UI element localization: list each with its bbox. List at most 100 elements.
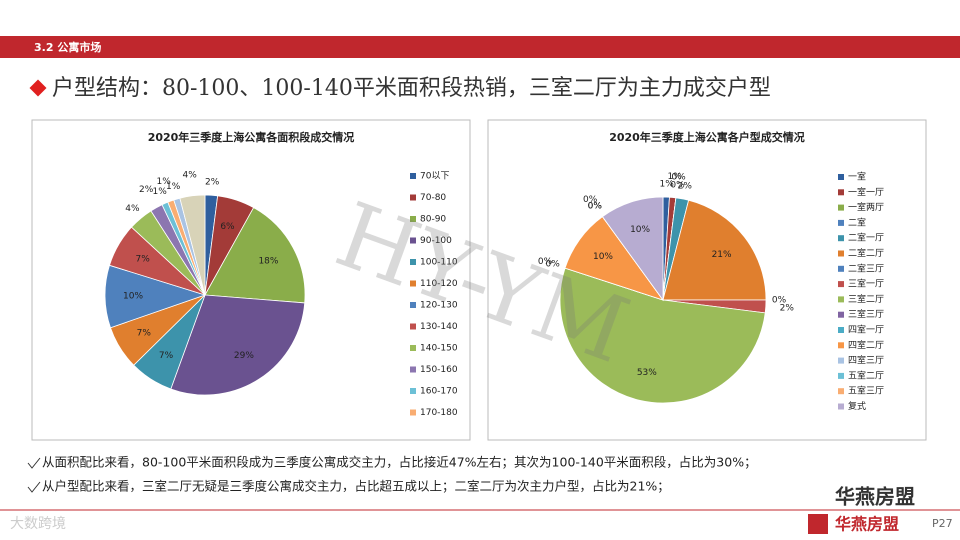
legend-label: 二室一厅 — [848, 232, 884, 244]
data-label: 0% — [588, 202, 603, 212]
legend-swatch — [410, 302, 416, 308]
legend-label: 五室三厅 — [848, 385, 884, 397]
legend-swatch — [838, 281, 844, 288]
pie-slice — [204, 207, 306, 304]
legend-swatch — [410, 259, 416, 265]
data-label: 7% — [136, 255, 151, 265]
legend-label: 150-160 — [420, 365, 458, 375]
bullet-text: 从户型配比来看，三室二厅无疑是三季度公寓成交主力，占比超五成以上；二室二厅为次主… — [42, 479, 670, 494]
legend-label: 120-130 — [420, 301, 458, 311]
data-label: 1% — [166, 182, 181, 192]
data-label: 1% — [156, 177, 171, 187]
brand-logo — [808, 514, 828, 534]
data-label: 10% — [123, 292, 143, 302]
data-label: 0% — [583, 195, 598, 205]
bullet-text: 从面积配比来看，80-100平米面积段成为三季度公寓成交主力，占比接近47%左右… — [42, 455, 757, 470]
legend-label: 二室 — [848, 216, 866, 228]
legend-swatch — [410, 345, 416, 351]
legend-label: 70-80 — [420, 193, 446, 203]
legend-label: 70以下 — [420, 172, 449, 182]
chart-title: 2020年三季度上海公寓各面积段成交情况 — [148, 130, 355, 144]
legend-swatch — [838, 250, 844, 257]
data-label: 4% — [183, 170, 198, 180]
legend-swatch — [410, 173, 416, 179]
legend-swatch — [838, 327, 844, 333]
check-icon — [27, 481, 41, 493]
legend-label: 140-150 — [420, 344, 458, 354]
headline: 户型结构：80-100、100-140平米面积段热销，三室二厅为主力成交户型 — [52, 76, 771, 101]
data-label: 0% — [588, 202, 603, 212]
legend-swatch — [410, 409, 416, 416]
legend-label: 100-110 — [420, 258, 458, 268]
brand-wechat: 华燕房盟 — [835, 485, 915, 509]
legend-label: 一室两厅 — [848, 201, 884, 213]
legend-label: 90-100 — [420, 236, 452, 246]
data-label: 10% — [593, 252, 613, 262]
pie-slice — [179, 194, 206, 296]
data-label: 0% — [538, 257, 553, 267]
charts: 2020年三季度上海公寓各面积段成交情况 2% 6% 18% 29% 7% 7% 10% 7% 4… — [104, 130, 884, 418]
legend-swatch — [838, 235, 844, 242]
legend-swatch — [410, 216, 416, 222]
check-icon — [27, 457, 41, 469]
chart-title: 2020年三季度上海公寓各户型成交情况 — [609, 130, 805, 144]
page-number: P27 — [932, 517, 953, 530]
data-label: 0% — [546, 260, 561, 270]
legend-label: 四室一厅 — [848, 324, 884, 336]
legend-label: 五室二厅 — [848, 369, 884, 381]
legend-label: 复式 — [848, 400, 866, 412]
legend-swatch — [410, 323, 416, 330]
legend-swatch — [838, 204, 844, 211]
legend-swatch — [838, 357, 844, 364]
data-label: 2% — [678, 182, 693, 192]
data-label: 2% — [780, 303, 795, 313]
data-label: 53% — [637, 368, 657, 378]
data-label: 2% — [139, 185, 154, 195]
legend-swatch — [410, 366, 416, 373]
brand-name: 华燕房盟 — [835, 515, 899, 534]
data-label: 0% — [670, 180, 685, 190]
legend-label: 一室一厅 — [848, 186, 884, 198]
legend-swatch — [838, 372, 844, 379]
headline-diamond — [29, 79, 47, 97]
legend-swatch — [838, 403, 844, 410]
section-bar — [0, 36, 960, 58]
data-label: 21% — [712, 250, 732, 260]
legend-swatch — [838, 388, 844, 395]
legend-swatch — [410, 194, 416, 201]
legend-label: 110-120 — [420, 279, 458, 289]
legend-label: 二室三厅 — [848, 262, 884, 274]
data-label: 18% — [258, 256, 278, 266]
data-label: 7% — [137, 328, 152, 338]
legend-label: 二室二厅 — [848, 247, 884, 259]
legend-swatch — [410, 237, 416, 244]
legend-label: 170-180 — [420, 408, 458, 418]
data-label: 4% — [125, 204, 140, 214]
legend-label: 三室一厅 — [848, 278, 884, 290]
data-label: 29% — [234, 351, 254, 361]
legend-swatch — [838, 174, 844, 180]
data-label: 7% — [159, 351, 174, 361]
section-label: 3.2 公寓市场 — [34, 40, 101, 54]
pie-slice — [662, 199, 767, 301]
legend-label: 三室三厅 — [848, 308, 884, 320]
data-label: 6% — [220, 222, 235, 232]
pie-slice — [170, 294, 306, 396]
legend-label: 80-90 — [420, 215, 446, 225]
legend-swatch — [410, 280, 416, 287]
legend-swatch — [838, 219, 844, 226]
data-label: 10% — [630, 225, 650, 235]
data-label: 1% — [153, 187, 168, 197]
legend-swatch — [410, 388, 416, 394]
legend-label: 三室二厅 — [848, 293, 884, 305]
data-label: 0% — [671, 172, 686, 182]
data-label: 0% — [772, 296, 787, 306]
data-label: 1% — [668, 172, 683, 182]
pie-slice — [559, 267, 766, 404]
legend-swatch — [838, 189, 844, 196]
pie-slice — [601, 196, 664, 302]
legend-swatch — [838, 311, 844, 318]
data-label: 2% — [205, 178, 220, 188]
